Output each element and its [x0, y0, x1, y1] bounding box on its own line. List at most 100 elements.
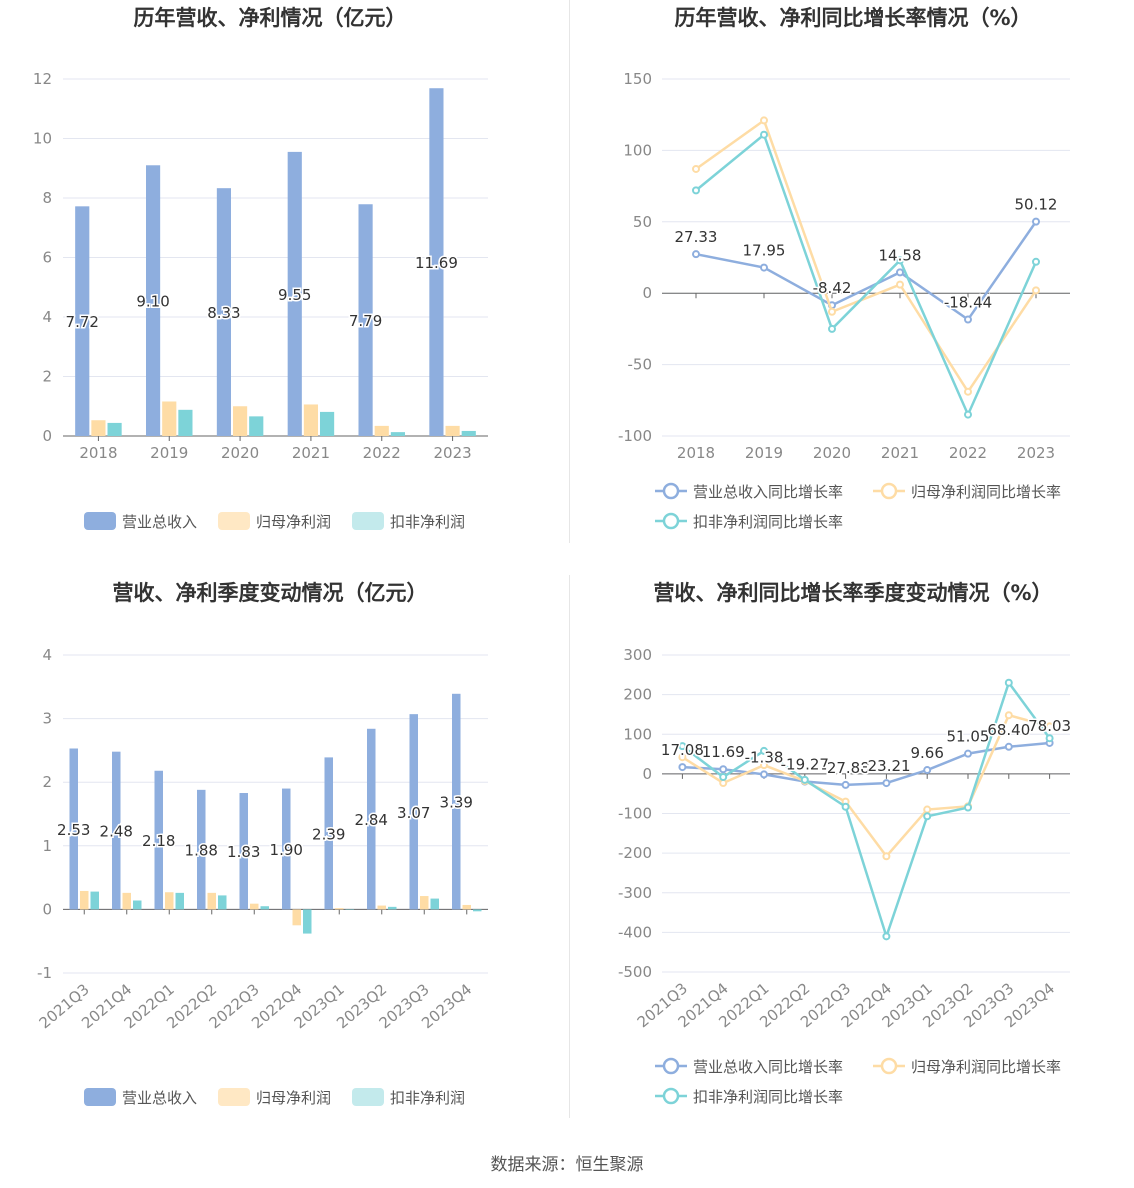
bar-营业总收入 [239, 793, 248, 910]
y-tick-label: 2 [42, 773, 52, 791]
bar-营业总收入 [324, 757, 333, 910]
y-tick-label: 2 [42, 368, 52, 386]
y-tick-label: 8 [42, 189, 52, 207]
chart-title: 历年营收、净利同比增长率情况（%） [674, 6, 1031, 30]
data-label: 9.66 [910, 744, 943, 762]
y-tick-label: 0 [642, 765, 652, 783]
data-point [1004, 742, 1013, 751]
data-point [964, 315, 972, 324]
bar-营业总收入 [75, 206, 90, 436]
bar-归母净利润 [374, 425, 389, 436]
y-tick-label: 0 [642, 284, 652, 302]
bar-归母净利润 [292, 909, 301, 926]
bar-扣非净利润 [218, 895, 227, 910]
bar-归母净利润 [250, 903, 259, 910]
data-point [692, 250, 700, 259]
y-tick-label: -500 [618, 963, 652, 981]
data-label: -27.88 [821, 759, 869, 777]
bar-归母净利润 [462, 904, 471, 910]
line-扣非净利润同比增长率 [695, 132, 1038, 418]
legend-marker [662, 1057, 680, 1075]
data-label: 8.33 [207, 304, 240, 322]
data-point [1004, 711, 1013, 720]
x-tick-label: 2023 [1017, 444, 1055, 462]
legend-label: 归母净利润同比增长率 [911, 483, 1061, 501]
bar-扣非净利润 [133, 900, 142, 910]
data-label: -23.21 [862, 757, 910, 775]
data-point [760, 263, 768, 272]
legend-label: 归母净利润 [256, 513, 331, 531]
data-point [678, 742, 687, 751]
y-tick-label: 10 [33, 130, 52, 148]
data-point [964, 803, 972, 812]
line-营业总收入同比增长率 [695, 220, 1038, 322]
legend-swatch [84, 1088, 116, 1106]
quarterly-growth-rate-chart: 营收、净利同比增长率季度变动情况（%） -500 -400 -300 -200 -100 0… [618, 581, 1073, 1106]
data-label: 1.88 [185, 842, 218, 860]
data-point [1045, 722, 1054, 731]
legend-label: 扣非净利润同比增长率 [693, 513, 843, 531]
data-label: -19.27 [781, 756, 829, 774]
data-label: -18.44 [944, 294, 992, 312]
bar-扣非净利润 [345, 909, 354, 910]
data-label: 14.58 [879, 246, 922, 264]
annual-revenue-profit-chart: 历年营收、净利情况（亿元） 0 2 4 6 8 10 12 2018 2019 2020 2021 20… [33, 6, 488, 531]
data-point [1045, 734, 1054, 743]
x-tick-label: 2020 [221, 444, 259, 462]
legend-label: 营业总收入同比增长率 [693, 483, 843, 501]
data-label: 7.72 [66, 313, 99, 331]
y-tick-label: 4 [42, 646, 52, 664]
bar-归母净利润 [445, 425, 460, 436]
y-tick-label: -100 [618, 805, 652, 823]
data-point [1032, 257, 1040, 266]
bar-营业总收入 [216, 188, 231, 436]
data-label: 1.83 [227, 843, 260, 861]
data-point [719, 773, 728, 782]
data-point [923, 766, 932, 775]
legend-swatch [84, 512, 116, 530]
data-point [1032, 286, 1040, 295]
data-point [841, 802, 850, 811]
x-tick-label: 2023 [433, 444, 471, 462]
line-营业总收入同比增长率 [682, 741, 1050, 787]
data-point [964, 387, 972, 396]
y-tick-label: 1 [42, 837, 52, 855]
data-point [760, 746, 768, 755]
bar-归母净利润 [122, 892, 131, 910]
bar-扣非净利润 [90, 891, 99, 910]
bar-扣非净利润 [320, 411, 335, 436]
x-tick-label: 2019 [745, 444, 783, 462]
data-label: 11.69 [415, 254, 458, 272]
bar-归母净利润 [420, 896, 429, 910]
bar-归母净利润 [80, 890, 89, 910]
data-label: 68.40 [987, 721, 1030, 739]
bar-扣非净利润 [107, 422, 122, 436]
chart-title: 营收、净利同比增长率季度变动情况（%） [653, 581, 1052, 605]
bar-营业总收入 [282, 788, 291, 910]
x-tick-label: 2022 [949, 444, 987, 462]
bar-营业总收入 [69, 748, 78, 910]
data-label: 9.55 [278, 286, 311, 304]
bar-营业总收入 [367, 728, 376, 910]
y-tick-label: 12 [33, 70, 52, 88]
bar-归母净利润 [377, 905, 386, 910]
bar-归母净利润 [335, 908, 344, 910]
y-tick-label: 0 [42, 900, 52, 918]
data-point [964, 410, 972, 419]
data-point [828, 324, 836, 333]
x-tick-label: 2018 [677, 444, 715, 462]
x-tick-label: 2022 [363, 444, 401, 462]
y-tick-label: -200 [618, 844, 652, 862]
x-tick-label: 2021 [292, 444, 330, 462]
y-tick-label: 6 [42, 249, 52, 267]
legend-label: 归母净利润同比增长率 [911, 1058, 1061, 1076]
quarterly-revenue-profit-chart: 营收、净利季度变动情况（亿元）-1012342021Q32021Q42022Q1… [36, 581, 488, 1107]
data-label: 3.39 [440, 794, 473, 812]
data-point [1032, 217, 1040, 226]
data-source-note: 数据来源：恒生聚源 [490, 1155, 644, 1175]
chart-title: 营收、净利季度变动情况（亿元） [113, 581, 428, 605]
data-point [719, 765, 728, 774]
legend-label: 营业总收入 [122, 1089, 197, 1107]
data-label: 2.48 [100, 823, 133, 841]
bar-扣非净利润 [390, 432, 405, 436]
